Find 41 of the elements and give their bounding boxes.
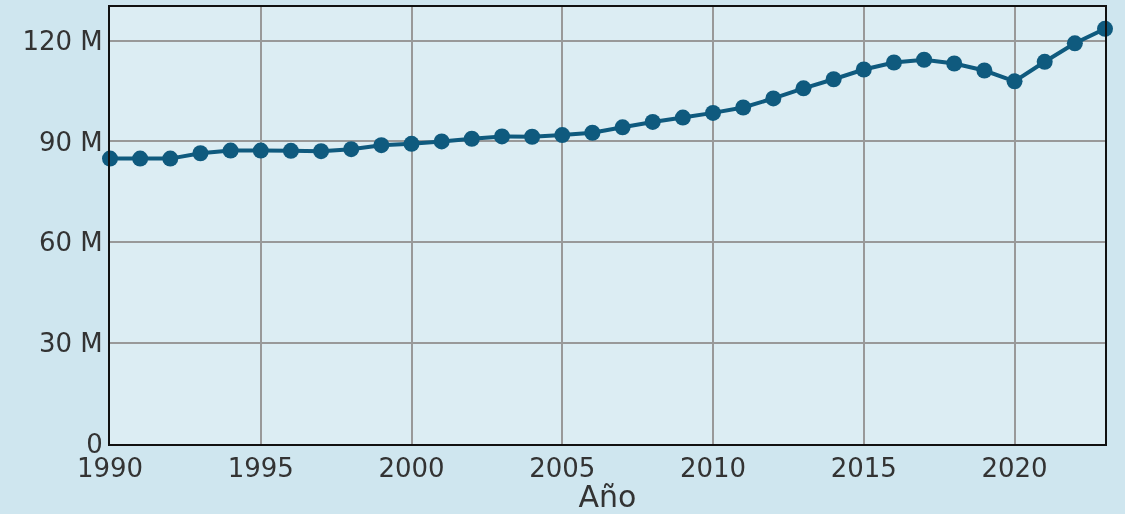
point [313,143,330,160]
point [524,128,541,145]
point [252,142,269,159]
point [946,55,963,72]
point [1066,35,1083,52]
point [132,150,149,167]
point [614,119,631,136]
x-tick-label: 2010 [679,453,747,484]
x-tick-label: 2000 [378,453,445,484]
point [1036,53,1053,70]
point [343,141,360,158]
point [705,104,722,121]
point [765,90,782,107]
point [403,135,420,152]
point [584,124,601,141]
point [493,128,510,145]
point [162,150,179,167]
point [825,71,842,88]
point [373,137,390,154]
point [463,130,480,147]
point [735,99,752,116]
x-tick-label: 2015 [830,453,897,484]
y-tick-label: 30 M [39,328,103,359]
y-tick-label: 90 M [39,126,103,157]
point [433,133,450,150]
point [674,109,691,126]
y-tick-label: 120 M [22,25,103,56]
point [855,61,872,78]
point [282,142,299,159]
point [1006,73,1023,90]
point [644,113,661,130]
y-tick-label: 60 M [39,227,103,258]
point [795,80,812,97]
point [192,145,209,162]
point [916,51,933,68]
point [554,127,571,144]
point [885,54,902,71]
point [976,62,993,79]
point [222,142,239,159]
x-tick-label: 2020 [981,453,1048,484]
x-tick-label: 1995 [227,453,294,484]
